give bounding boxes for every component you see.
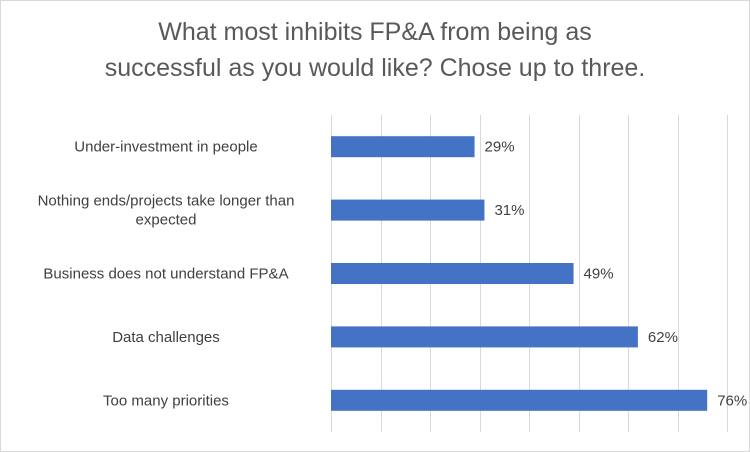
- chart-title-line-2: successful as you would like? Chose up t…: [104, 54, 646, 82]
- data-label: 31%: [494, 202, 524, 219]
- category-label-line: Under-investment in people: [74, 139, 257, 156]
- bar: [331, 199, 485, 221]
- category-label: Data challenges: [112, 329, 220, 346]
- category-label: Business does not understand FP&A: [43, 266, 288, 283]
- data-label: 49%: [584, 266, 614, 283]
- category-label-line: Data challenges: [112, 329, 220, 346]
- category-label: Nothing ends/projects take longer than ex…: [38, 193, 295, 229]
- category-label-line: Nothing ends/projects take longer than: [38, 193, 295, 210]
- category-label: Too many priorities: [103, 392, 229, 409]
- category-label-line: Too many priorities: [103, 392, 229, 409]
- chart-title: What most inhibits FP&A from being as su…: [0, 14, 750, 86]
- data-label: 62%: [648, 329, 678, 346]
- category-label-line: Business does not understand FP&A: [43, 266, 288, 283]
- bar: [331, 326, 638, 348]
- chart-title-line-1: What most inhibits FP&A from being as: [158, 18, 592, 46]
- bar: [331, 263, 574, 284]
- data-label: 29%: [485, 139, 515, 156]
- bar: [331, 136, 475, 158]
- category-label: Under-investment in people: [74, 139, 257, 156]
- bar: [331, 389, 708, 411]
- category-label-line: expected: [136, 212, 197, 229]
- data-label: 76%: [717, 392, 747, 409]
